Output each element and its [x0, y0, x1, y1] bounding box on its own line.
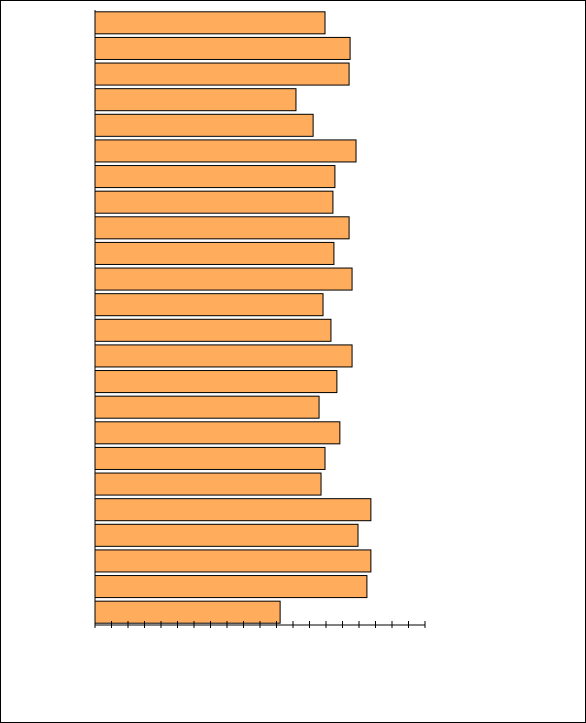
bar — [94, 498, 372, 522]
bar — [94, 575, 368, 599]
bar — [94, 446, 326, 470]
bar — [94, 344, 353, 368]
bar — [94, 293, 324, 317]
bar — [94, 549, 372, 573]
bar — [94, 216, 350, 240]
bar — [94, 139, 357, 163]
bar — [94, 62, 350, 86]
bar — [94, 600, 281, 624]
bar — [94, 190, 334, 214]
bar — [94, 421, 341, 445]
bar — [94, 36, 351, 60]
bar — [94, 370, 338, 394]
bar — [94, 395, 320, 419]
bar — [94, 241, 335, 265]
bar — [94, 113, 314, 137]
bar — [94, 88, 297, 112]
bar — [94, 318, 332, 342]
bar — [94, 523, 359, 547]
bar — [94, 11, 326, 35]
bar — [94, 267, 353, 291]
bar — [94, 472, 322, 496]
bar — [94, 165, 336, 189]
